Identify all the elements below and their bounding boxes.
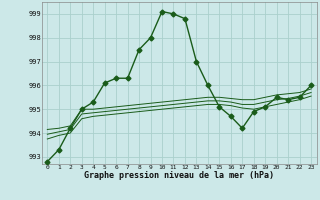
X-axis label: Graphe pression niveau de la mer (hPa): Graphe pression niveau de la mer (hPa)	[84, 171, 274, 180]
